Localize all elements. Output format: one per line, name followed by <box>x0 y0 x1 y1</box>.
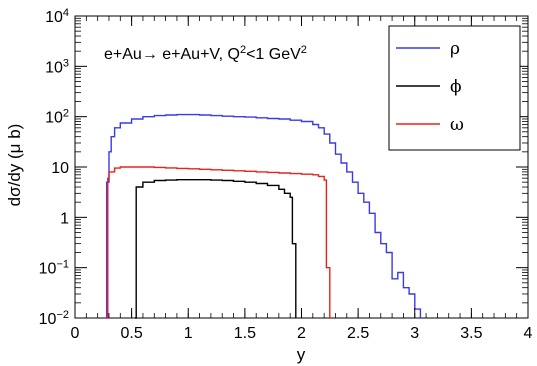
y-tick-label: 1 <box>60 210 69 227</box>
y-tick-label: 10 <box>51 160 69 177</box>
x-tick-label: 1 <box>184 325 193 342</box>
series-line-1 <box>105 113 422 319</box>
legend: ρϕω <box>388 25 521 151</box>
legend-label-3: ω <box>450 115 464 135</box>
x-tick-label: 2.5 <box>347 325 369 342</box>
x-tick-label: 0 <box>71 325 80 342</box>
y-tick-label: 103 <box>45 57 69 76</box>
y-tick-label: 10−1 <box>39 259 69 278</box>
y-axis-label: dσ/dy (μ b) <box>5 124 24 207</box>
y-tick-label: 104 <box>45 7 69 26</box>
x-tick-label: 0.5 <box>121 325 143 342</box>
series-line-2 <box>135 179 297 319</box>
x-tick-label: 2 <box>297 325 306 342</box>
y-tick-label: 102 <box>45 108 69 127</box>
legend-box <box>388 25 521 151</box>
legend-label-1: ρ <box>450 39 460 59</box>
legend-label-2: ϕ <box>450 77 462 97</box>
series-layer <box>105 113 422 319</box>
x-tick-label: 3 <box>410 325 419 342</box>
series-line-3 <box>106 166 331 319</box>
y-tick-label: 10−2 <box>39 309 69 328</box>
annotation-text: e+Au→ e+Au+V, Q2<1 GeV2 <box>104 44 307 63</box>
x-axis-label: y <box>297 345 306 364</box>
x-tick-label: 1.5 <box>234 325 256 342</box>
ticks-layer: 0 0.5 1 1.5 2 2.5 3 3.5 4 10−2 10−1 1 10 102 103 104 <box>39 7 533 342</box>
x-tick-label: 4 <box>524 325 533 342</box>
x-tick-label: 3.5 <box>460 325 482 342</box>
